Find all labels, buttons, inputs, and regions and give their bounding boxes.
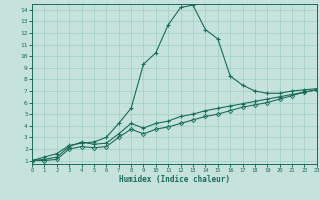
X-axis label: Humidex (Indice chaleur): Humidex (Indice chaleur) [119,175,230,184]
